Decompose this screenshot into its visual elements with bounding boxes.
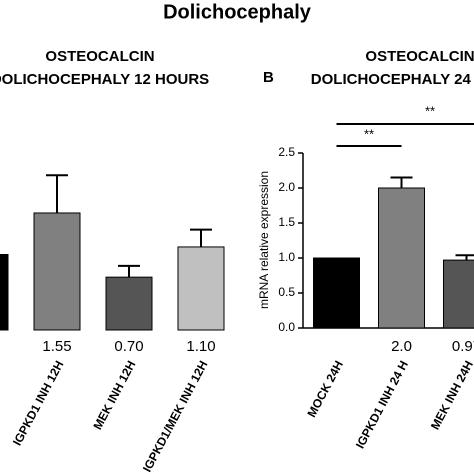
y-tick-label: 0.5 [278,285,295,299]
chart-title: OSTEOCALCIN [365,48,474,65]
value-label: 2.0 [391,338,412,355]
bar [378,187,425,329]
y-tick-label: 2.0 [278,180,295,194]
y-tick-label: 1.0 [278,250,295,264]
y-axis-label: mRNA relative expression [257,171,271,309]
value-label: 0.97 [452,338,474,355]
x-tick-label: IGPKD1/MEK INH 12H [140,358,211,474]
x-tick-label: MEK INH 24H [428,358,474,432]
figure-title: Dolichocephaly [163,1,312,23]
chart-title: OSTEOCALCIN [45,48,154,65]
panel-label: B [263,69,274,86]
bar [177,246,225,331]
value-label: 1.55 [42,338,71,355]
y-tick-label: 1.5 [278,215,295,229]
significance-label: ** [364,126,374,141]
bar [105,276,153,331]
bar [443,259,474,329]
bar [313,257,360,329]
x-tick-label: MOCK 24H [304,358,345,419]
value-label: 0.70 [114,338,143,355]
bar [33,212,81,331]
chart-title: DOLICHOCEPHALY 12 HOURS [0,71,209,88]
bar [0,254,9,331]
y-tick-label: 2.5 [278,145,295,159]
chart-title: DOLICHOCEPHALY 24 HOURS [311,71,474,88]
significance-label: ** [425,103,435,118]
value-label: 1.10 [186,338,215,355]
x-tick-label: IGPKD1 INH 12H [10,358,67,448]
x-tick-label: IGPKD1 INH 24 H [353,358,411,451]
y-tick-label: 0.0 [278,320,295,334]
x-tick-label: MEK INH 12H [90,358,138,432]
